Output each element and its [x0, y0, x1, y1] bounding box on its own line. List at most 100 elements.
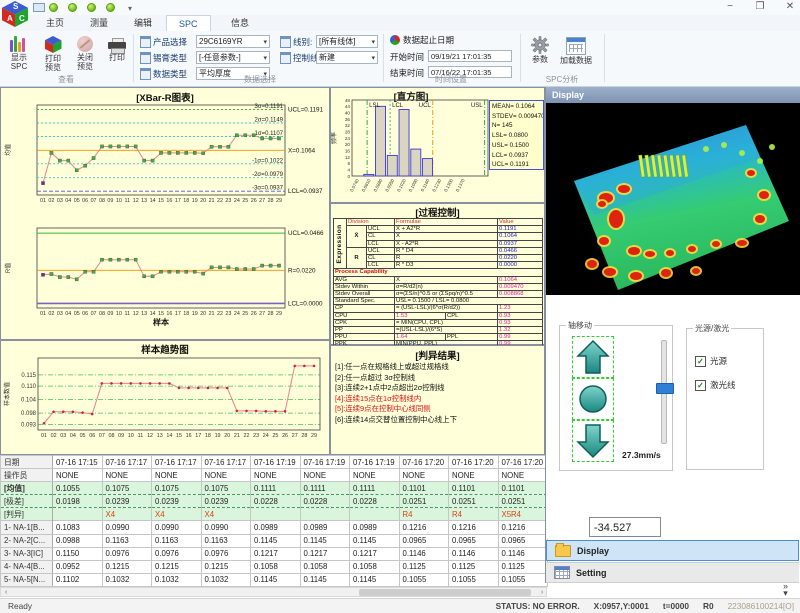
- minimize-button[interactable]: −: [716, 0, 744, 15]
- table-cell[interactable]: 0.1075: [201, 482, 251, 495]
- overflow-chevron-icon[interactable]: »▾: [783, 583, 788, 597]
- table-cell[interactable]: 0.1215: [201, 560, 251, 573]
- table-cell[interactable]: 0.1163: [102, 534, 152, 547]
- table-cell[interactable]: 0.0228: [350, 495, 400, 508]
- table-cell[interactable]: 0.0952: [53, 560, 103, 573]
- table-cell[interactable]: 0.0989: [251, 521, 301, 534]
- table-cell[interactable]: 0.1055: [53, 482, 103, 495]
- table-cell[interactable]: 0.0251: [449, 495, 499, 508]
- table-cell[interactable]: 0.1216: [449, 521, 499, 534]
- table-cell[interactable]: 0.1216: [498, 521, 548, 534]
- table-cell[interactable]: 07-16 17:20: [399, 456, 449, 469]
- table-cell[interactable]: 0.0976: [201, 547, 251, 560]
- table-cell[interactable]: 0.0990: [102, 521, 152, 534]
- table-cell[interactable]: 07-16 17:15: [53, 456, 103, 469]
- table-cell[interactable]: NONE: [152, 469, 202, 482]
- table-cell[interactable]: 0.1055: [498, 573, 548, 586]
- checkbox-checked-icon[interactable]: ✓: [695, 356, 706, 367]
- table-cell[interactable]: 0.1215: [152, 560, 202, 573]
- table-cell[interactable]: 0.0965: [498, 534, 548, 547]
- close-preview-button[interactable]: 关闭预览: [70, 34, 100, 78]
- table-cell[interactable]: 0.1146: [498, 547, 548, 560]
- table-cell[interactable]: 0.1102: [53, 573, 103, 586]
- start-time-input[interactable]: 09/19/21 17:01:35: [428, 50, 512, 62]
- table-cell[interactable]: 0.1055: [399, 573, 449, 586]
- table-cell[interactable]: 0.0989: [300, 521, 350, 534]
- table-cell[interactable]: 0.1125: [399, 560, 449, 573]
- table-cell[interactable]: NONE: [498, 469, 548, 482]
- load-data-button[interactable]: 加载数据: [556, 34, 596, 78]
- table-cell[interactable]: NONE: [251, 469, 301, 482]
- tab-编辑[interactable]: 编辑: [122, 15, 164, 31]
- parameters-button[interactable]: 参数: [526, 34, 554, 78]
- table-cell[interactable]: 0.0990: [201, 521, 251, 534]
- table-cell[interactable]: 07-16 17:19: [350, 456, 400, 469]
- close-button[interactable]: ✕: [776, 0, 800, 15]
- table-cell[interactable]: X4: [201, 508, 251, 521]
- 3d-view[interactable]: [546, 103, 800, 295]
- axis-down-button[interactable]: [572, 420, 614, 462]
- table-cell[interactable]: NONE: [201, 469, 251, 482]
- table-cell[interactable]: 0.0988: [53, 534, 103, 547]
- table-cell[interactable]: 0.1055: [449, 573, 499, 586]
- table-cell[interactable]: NONE: [53, 469, 103, 482]
- table-cell[interactable]: 07-16 17:20: [449, 456, 499, 469]
- table-cell[interactable]: 0.1058: [350, 560, 400, 573]
- table-cell[interactable]: R4: [449, 508, 499, 521]
- table-cell[interactable]: 0.1032: [102, 573, 152, 586]
- axis-stop-button[interactable]: [572, 378, 614, 420]
- table-cell[interactable]: R4: [399, 508, 449, 521]
- product-select[interactable]: 29C6169YR▾: [196, 35, 270, 48]
- control-line-select[interactable]: 新建▾: [316, 51, 378, 64]
- table-cell[interactable]: 0.1075: [152, 482, 202, 495]
- table-cell[interactable]: 0.1101: [498, 482, 548, 495]
- table-cell[interactable]: 0.1058: [251, 560, 301, 573]
- speed-slider-handle[interactable]: [656, 383, 674, 394]
- table-cell[interactable]: 0.1215: [102, 560, 152, 573]
- table-cell[interactable]: 0.1111: [350, 482, 400, 495]
- table-cell[interactable]: 0.1217: [350, 547, 400, 560]
- light-checkbox-row[interactable]: ✓ 光源: [695, 355, 727, 367]
- table-cell[interactable]: 0.0965: [399, 534, 449, 547]
- table-cell[interactable]: 0.1145: [300, 573, 350, 586]
- table-cell[interactable]: 07-16 17:19: [251, 456, 301, 469]
- table-cell[interactable]: 0.0239: [102, 495, 152, 508]
- tab-测量[interactable]: 测量: [78, 15, 120, 31]
- table-cell[interactable]: 0.1075: [102, 482, 152, 495]
- table-cell[interactable]: 0.0990: [152, 521, 202, 534]
- table-cell[interactable]: 0.1217: [300, 547, 350, 560]
- print-button[interactable]: 打印: [102, 34, 132, 78]
- table-cell[interactable]: [251, 508, 301, 521]
- table-cell[interactable]: NONE: [300, 469, 350, 482]
- display-panel-bar[interactable]: Display: [546, 540, 799, 561]
- table-cell[interactable]: 0.1111: [251, 482, 301, 495]
- horizontal-scrollbar[interactable]: ‹ ›: [0, 587, 547, 597]
- table-cell[interactable]: 0.1216: [399, 521, 449, 534]
- scrollbar-thumb[interactable]: [359, 589, 531, 596]
- table-cell[interactable]: 0.0239: [152, 495, 202, 508]
- tab-信息[interactable]: 信息: [219, 15, 261, 31]
- print-preview-button[interactable]: 打印预览: [38, 34, 68, 78]
- table-cell[interactable]: X4: [152, 508, 202, 521]
- table-cell[interactable]: NONE: [102, 469, 152, 482]
- table-cell[interactable]: 0.1145: [300, 534, 350, 547]
- table-cell[interactable]: NONE: [399, 469, 449, 482]
- scroll-left-icon[interactable]: ‹: [1, 588, 11, 597]
- table-cell[interactable]: 0.1125: [449, 560, 499, 573]
- scroll-right-icon[interactable]: ›: [537, 588, 547, 597]
- tab-SPC[interactable]: SPC: [166, 15, 211, 31]
- table-cell[interactable]: 07-16 17:19: [300, 456, 350, 469]
- table-cell[interactable]: 0.0251: [399, 495, 449, 508]
- table-cell[interactable]: 0.0251: [498, 495, 548, 508]
- table-cell[interactable]: 0.1163: [152, 534, 202, 547]
- table-cell[interactable]: 0.0976: [102, 547, 152, 560]
- table-cell[interactable]: 0.0198: [53, 495, 103, 508]
- table-cell[interactable]: 0.1111: [300, 482, 350, 495]
- table-cell[interactable]: 0.0239: [201, 495, 251, 508]
- paste-type-select[interactable]: [-任意参数-]▾: [196, 51, 270, 64]
- maximize-button[interactable]: ❐: [746, 0, 774, 15]
- table-cell[interactable]: 0.1101: [449, 482, 499, 495]
- table-cell[interactable]: 0.0976: [152, 547, 202, 560]
- laser-checkbox-row[interactable]: ✓ 激光线: [695, 379, 736, 391]
- speed-slider-track[interactable]: [661, 340, 667, 444]
